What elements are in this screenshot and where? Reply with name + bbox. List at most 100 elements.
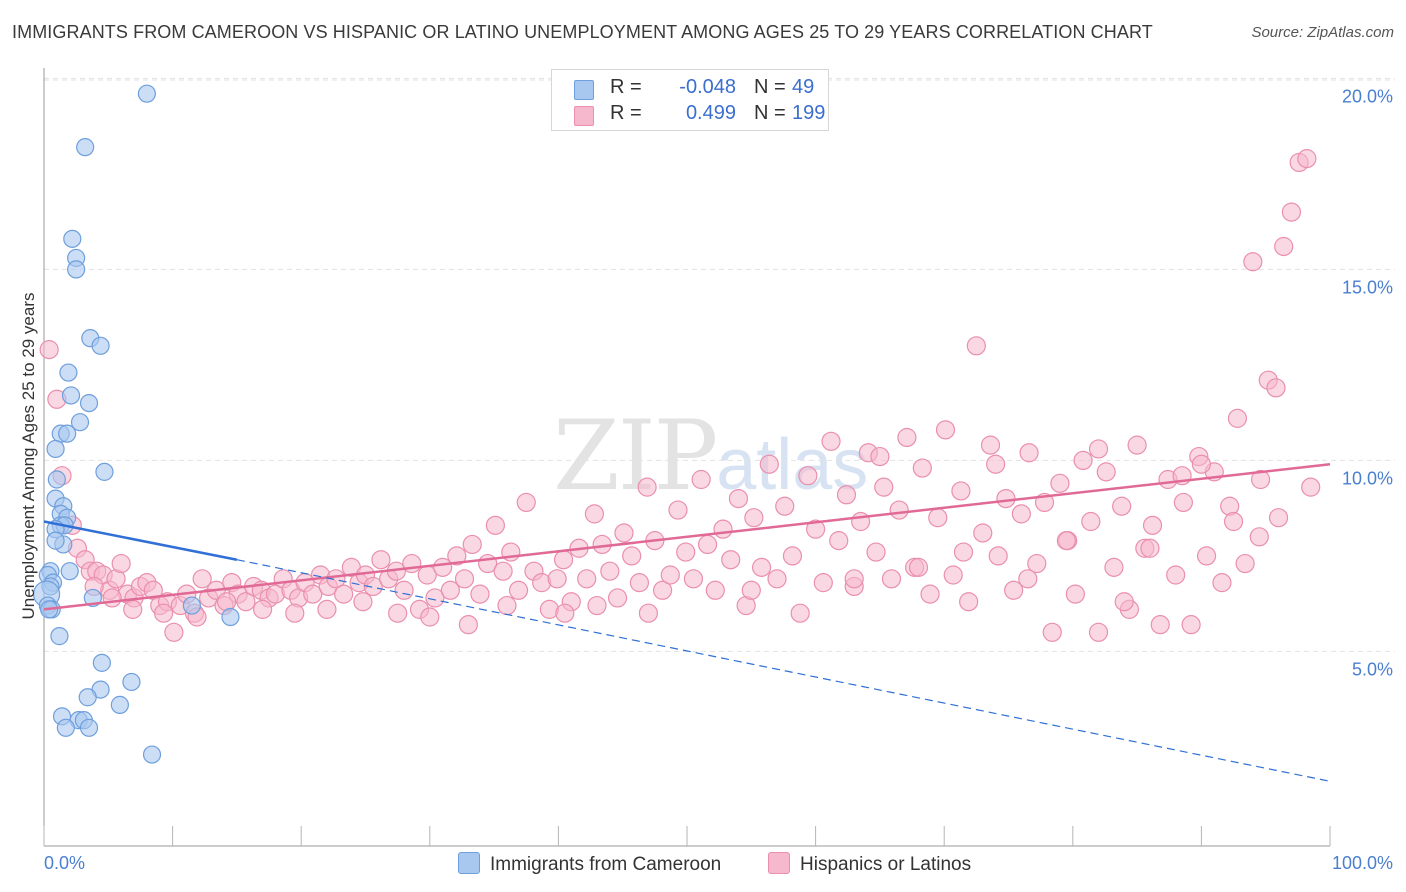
cameroon-point bbox=[47, 470, 66, 489]
cameroon-point bbox=[70, 413, 90, 432]
hispanic-point bbox=[485, 515, 505, 535]
hispanic-point bbox=[973, 523, 993, 543]
hispanic-point bbox=[866, 542, 886, 562]
hispanic-point bbox=[1088, 622, 1109, 642]
hispanic-point bbox=[751, 557, 772, 577]
hispanic-point bbox=[1140, 538, 1160, 558]
cameroon-point bbox=[79, 394, 99, 413]
bottom-legend-label-cameroon: Immigrants from Cameroon bbox=[490, 854, 722, 875]
hispanic-point bbox=[1250, 469, 1271, 490]
hispanic-point bbox=[744, 508, 764, 528]
hispanic-point bbox=[1227, 408, 1248, 428]
hispanic-point bbox=[111, 553, 131, 574]
hispanic-point bbox=[303, 584, 323, 604]
hispanic-point bbox=[821, 431, 841, 451]
hispanic-point bbox=[102, 588, 122, 608]
hispanic-point bbox=[897, 427, 917, 448]
hispanic-point bbox=[1166, 565, 1186, 585]
hispanic-point bbox=[1235, 553, 1255, 574]
bottom-legend-label-hispanic: Hispanics or Latinos bbox=[800, 854, 972, 875]
bottom-legend-cameroon: Immigrants from Cameroon bbox=[458, 852, 721, 876]
cameroon-point bbox=[78, 688, 97, 707]
hispanic-point bbox=[1196, 546, 1217, 566]
hispanic-point bbox=[782, 546, 803, 566]
hispanic-point bbox=[683, 569, 704, 589]
hispanic-point bbox=[959, 592, 979, 612]
cameroon-point bbox=[122, 672, 141, 692]
hispanic-point bbox=[236, 592, 256, 612]
hispanic-point bbox=[881, 569, 902, 589]
hispanic-point bbox=[371, 550, 391, 570]
hispanic-point bbox=[1243, 252, 1263, 272]
cameroon-point bbox=[58, 424, 77, 443]
hispanic-point bbox=[1274, 236, 1294, 257]
watermark: ZIPatlas bbox=[553, 400, 868, 512]
hispanic-point bbox=[1181, 615, 1201, 635]
hispanic-point bbox=[584, 504, 605, 524]
cameroon-point bbox=[46, 531, 65, 550]
watermark-zip: ZIP bbox=[553, 400, 718, 512]
hispanic-point bbox=[1011, 504, 1031, 524]
hispanic-point bbox=[555, 603, 575, 623]
hispanic-point bbox=[454, 569, 475, 589]
hispanic-point bbox=[1212, 573, 1232, 593]
hispanic-point bbox=[425, 588, 445, 608]
hispanic-point bbox=[192, 569, 212, 589]
hispanic-point bbox=[1056, 531, 1076, 551]
hispanic-point bbox=[447, 546, 467, 566]
hispanic-point bbox=[508, 580, 529, 600]
hispanic-point bbox=[326, 569, 346, 589]
bottom-legend-swatch-hispanic bbox=[768, 852, 790, 874]
hispanic-point bbox=[767, 569, 787, 589]
hispanic-point bbox=[607, 588, 628, 608]
hispanic-point bbox=[587, 595, 607, 616]
cameroon-point bbox=[46, 439, 65, 459]
hispanic-point bbox=[420, 607, 440, 627]
hispanic-point bbox=[874, 477, 894, 497]
hispanic-point bbox=[1142, 515, 1163, 535]
hispanic-point bbox=[363, 576, 383, 597]
hispanic-point bbox=[1112, 496, 1132, 516]
hispanic-point bbox=[1266, 378, 1286, 398]
hispanic-point bbox=[790, 603, 810, 623]
hispanic-point bbox=[614, 523, 634, 543]
hispanic-point bbox=[462, 534, 482, 555]
hispanic-point bbox=[493, 561, 513, 581]
cameroon-point bbox=[92, 653, 111, 672]
hispanic-point bbox=[217, 592, 237, 612]
hispanic-point bbox=[1042, 622, 1062, 642]
hispanic-point bbox=[691, 469, 711, 490]
cameroon-point bbox=[59, 363, 78, 382]
hispanic-point bbox=[470, 584, 490, 604]
legend-r-value: 0.499 bbox=[685, 102, 736, 124]
cameroon-point bbox=[221, 607, 240, 627]
hispanic-point bbox=[1050, 473, 1070, 493]
hispanic-point bbox=[713, 519, 733, 539]
hispanic-point bbox=[285, 603, 305, 623]
hispanic-point bbox=[805, 519, 826, 539]
hispanic-point bbox=[402, 553, 422, 574]
hispanic-point bbox=[458, 615, 478, 635]
cameroon-point bbox=[95, 462, 114, 481]
hispanic-point bbox=[966, 336, 986, 356]
hispanic-point bbox=[836, 485, 857, 505]
hispanic-point bbox=[953, 542, 974, 562]
hispanic-point bbox=[660, 565, 680, 585]
cameroon-trend-line bbox=[43, 520, 238, 561]
hispanic-point bbox=[813, 573, 833, 593]
hispanic-point bbox=[652, 580, 673, 600]
hispanic-point bbox=[1127, 435, 1147, 455]
hispanic-point bbox=[253, 599, 273, 619]
hispanic-point bbox=[440, 580, 460, 600]
hispanic-point bbox=[600, 561, 620, 581]
hispanic-point bbox=[547, 569, 567, 589]
correlation-legend: R = -0.048 N = 49 R = 0.499 N = 199 bbox=[551, 69, 829, 131]
hispanic-point bbox=[996, 489, 1016, 509]
hispanic-point bbox=[317, 599, 337, 619]
legend-n-value: 49 bbox=[792, 76, 815, 98]
hispanic-point bbox=[1191, 454, 1212, 474]
cameroon-point bbox=[60, 562, 79, 581]
hispanic-point bbox=[1081, 511, 1101, 532]
hispanic-point bbox=[394, 580, 414, 600]
hispanic-point bbox=[844, 569, 864, 589]
